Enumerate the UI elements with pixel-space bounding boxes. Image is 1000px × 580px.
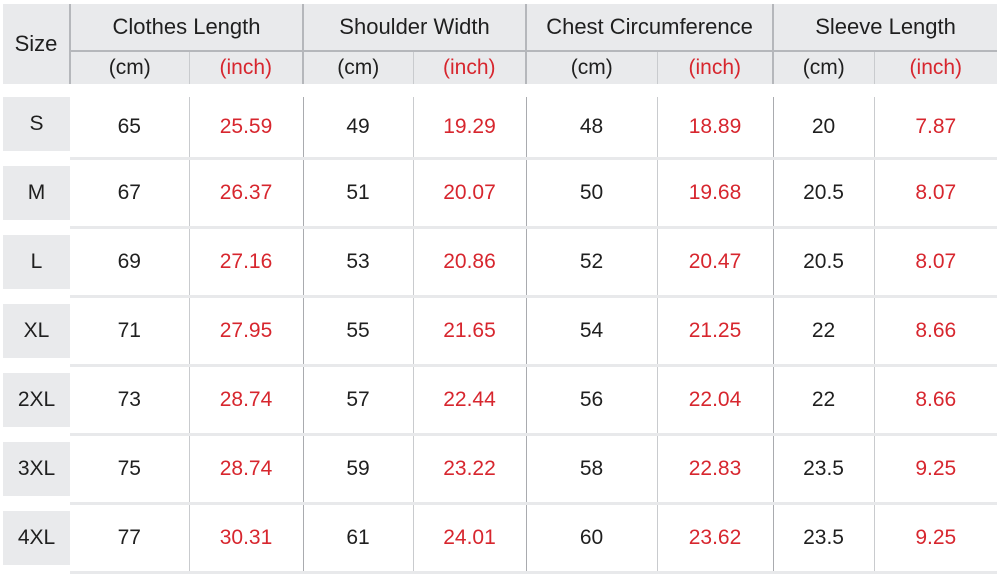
cm-value-cell: 22	[773, 365, 875, 436]
cm-value-cell: 55	[303, 296, 414, 367]
size-label: 4XL	[3, 503, 70, 580]
cm-value-cell: 20.5	[773, 227, 875, 298]
size-label: S	[3, 97, 70, 166]
cm-value-cell: 23.5	[773, 503, 875, 574]
inch-value-cell: 25.59	[189, 97, 304, 160]
inch-value-cell: 19.29	[413, 97, 527, 160]
inch-value-cell: 27.95	[189, 296, 304, 367]
cm-value-cell: 48	[526, 97, 658, 160]
cm-value-cell: 75	[70, 434, 190, 505]
cm-value-cell: 50	[526, 158, 658, 229]
cm-value-cell: 59	[303, 434, 414, 505]
inch-value-cell: 9.25	[874, 434, 998, 505]
unit-inch-header: (inch)	[189, 51, 304, 84]
table-row: 3XL 75 28.74 59 23.22 58 22.83 23.5 9.25	[3, 434, 998, 511]
unit-inch-header: (inch)	[657, 51, 775, 84]
cm-value-cell: 20	[773, 97, 875, 160]
cm-value-cell: 73	[70, 365, 190, 436]
size-label: 2XL	[3, 365, 70, 442]
size-column-header: Size	[3, 4, 71, 84]
cm-value-cell: 67	[70, 158, 190, 229]
cm-value-cell: 61	[303, 503, 414, 574]
unit-cm-header: (cm)	[773, 51, 875, 84]
table-row: S 65 25.59 49 19.29 48 18.89 20 7.87	[3, 97, 998, 166]
cm-value-cell: 23.5	[773, 434, 875, 505]
table-body: S 65 25.59 49 19.29 48 18.89 20 7.87 M 67 26.37 51 20…	[3, 84, 998, 580]
inch-value-cell: 28.74	[189, 365, 304, 436]
inch-value-cell: 8.66	[874, 296, 998, 367]
table-row: L 69 27.16 53 20.86 52 20.47 20.5 8.07	[3, 227, 998, 304]
group-header-shoulder-width: Shoulder Width	[303, 4, 528, 52]
cm-value-cell: 56	[526, 365, 658, 436]
inch-value-cell: 20.47	[657, 227, 774, 298]
inch-value-cell: 30.31	[189, 503, 304, 574]
inch-value-cell: 27.16	[189, 227, 304, 298]
inch-value-cell: 26.37	[189, 158, 304, 229]
cm-value-cell: 49	[303, 97, 414, 160]
table-row: M 67 26.37 51 20.07 50 19.68 20.5 8.07	[3, 158, 998, 235]
cm-value-cell: 54	[526, 296, 658, 367]
inch-value-cell: 20.07	[413, 158, 527, 229]
cm-value-cell: 22	[773, 296, 875, 367]
group-header-clothes-length: Clothes Length	[70, 4, 304, 52]
size-label: M	[3, 158, 70, 235]
inch-value-cell: 9.25	[874, 503, 998, 574]
group-header-sleeve-length: Sleeve Length	[773, 4, 998, 52]
size-label: XL	[3, 296, 70, 373]
cm-value-cell: 20.5	[773, 158, 875, 229]
inch-value-cell: 21.25	[657, 296, 774, 367]
cm-value-cell: 53	[303, 227, 414, 298]
group-header-chest-circumference: Chest Circumference	[526, 4, 775, 52]
cm-value-cell: 51	[303, 158, 414, 229]
size-label: L	[3, 227, 70, 304]
size-table: Size Clothes Length Shoulder Width Chest…	[3, 4, 998, 580]
cm-value-cell: 57	[303, 365, 414, 436]
cm-value-cell: 60	[526, 503, 658, 574]
unit-inch-header: (inch)	[413, 51, 528, 84]
unit-cm-header: (cm)	[303, 51, 414, 84]
unit-cm-header: (cm)	[70, 51, 190, 84]
header-spacer	[3, 84, 998, 97]
header-row-units: (cm) (inch) (cm) (inch) (cm) (inch) (cm)…	[3, 51, 998, 84]
inch-value-cell: 20.86	[413, 227, 527, 298]
inch-value-cell: 18.89	[657, 97, 774, 160]
inch-value-cell: 24.01	[413, 503, 527, 574]
inch-value-cell: 8.66	[874, 365, 998, 436]
unit-inch-header: (inch)	[874, 51, 998, 84]
size-label: 3XL	[3, 434, 70, 511]
table-row: 4XL 77 30.31 61 24.01 60 23.62 23.5 9.25	[3, 503, 998, 580]
inch-value-cell: 22.04	[657, 365, 774, 436]
inch-value-cell: 21.65	[413, 296, 527, 367]
table-row: XL 71 27.95 55 21.65 54 21.25 22 8.66	[3, 296, 998, 373]
table-row: 2XL 73 28.74 57 22.44 56 22.04 22 8.66	[3, 365, 998, 442]
inch-value-cell: 22.44	[413, 365, 527, 436]
inch-value-cell: 28.74	[189, 434, 304, 505]
cm-value-cell: 58	[526, 434, 658, 505]
inch-value-cell: 22.83	[657, 434, 774, 505]
inch-value-cell: 23.62	[657, 503, 774, 574]
inch-value-cell: 19.68	[657, 158, 774, 229]
inch-value-cell: 7.87	[874, 97, 998, 160]
inch-value-cell: 23.22	[413, 434, 527, 505]
inch-value-cell: 8.07	[874, 158, 998, 229]
inch-value-cell: 8.07	[874, 227, 998, 298]
cm-value-cell: 65	[70, 97, 190, 160]
cm-value-cell: 71	[70, 296, 190, 367]
cm-value-cell: 77	[70, 503, 190, 574]
unit-cm-header: (cm)	[526, 51, 658, 84]
cm-value-cell: 69	[70, 227, 190, 298]
header-row-groups: Size Clothes Length Shoulder Width Chest…	[3, 4, 998, 84]
cm-value-cell: 52	[526, 227, 658, 298]
